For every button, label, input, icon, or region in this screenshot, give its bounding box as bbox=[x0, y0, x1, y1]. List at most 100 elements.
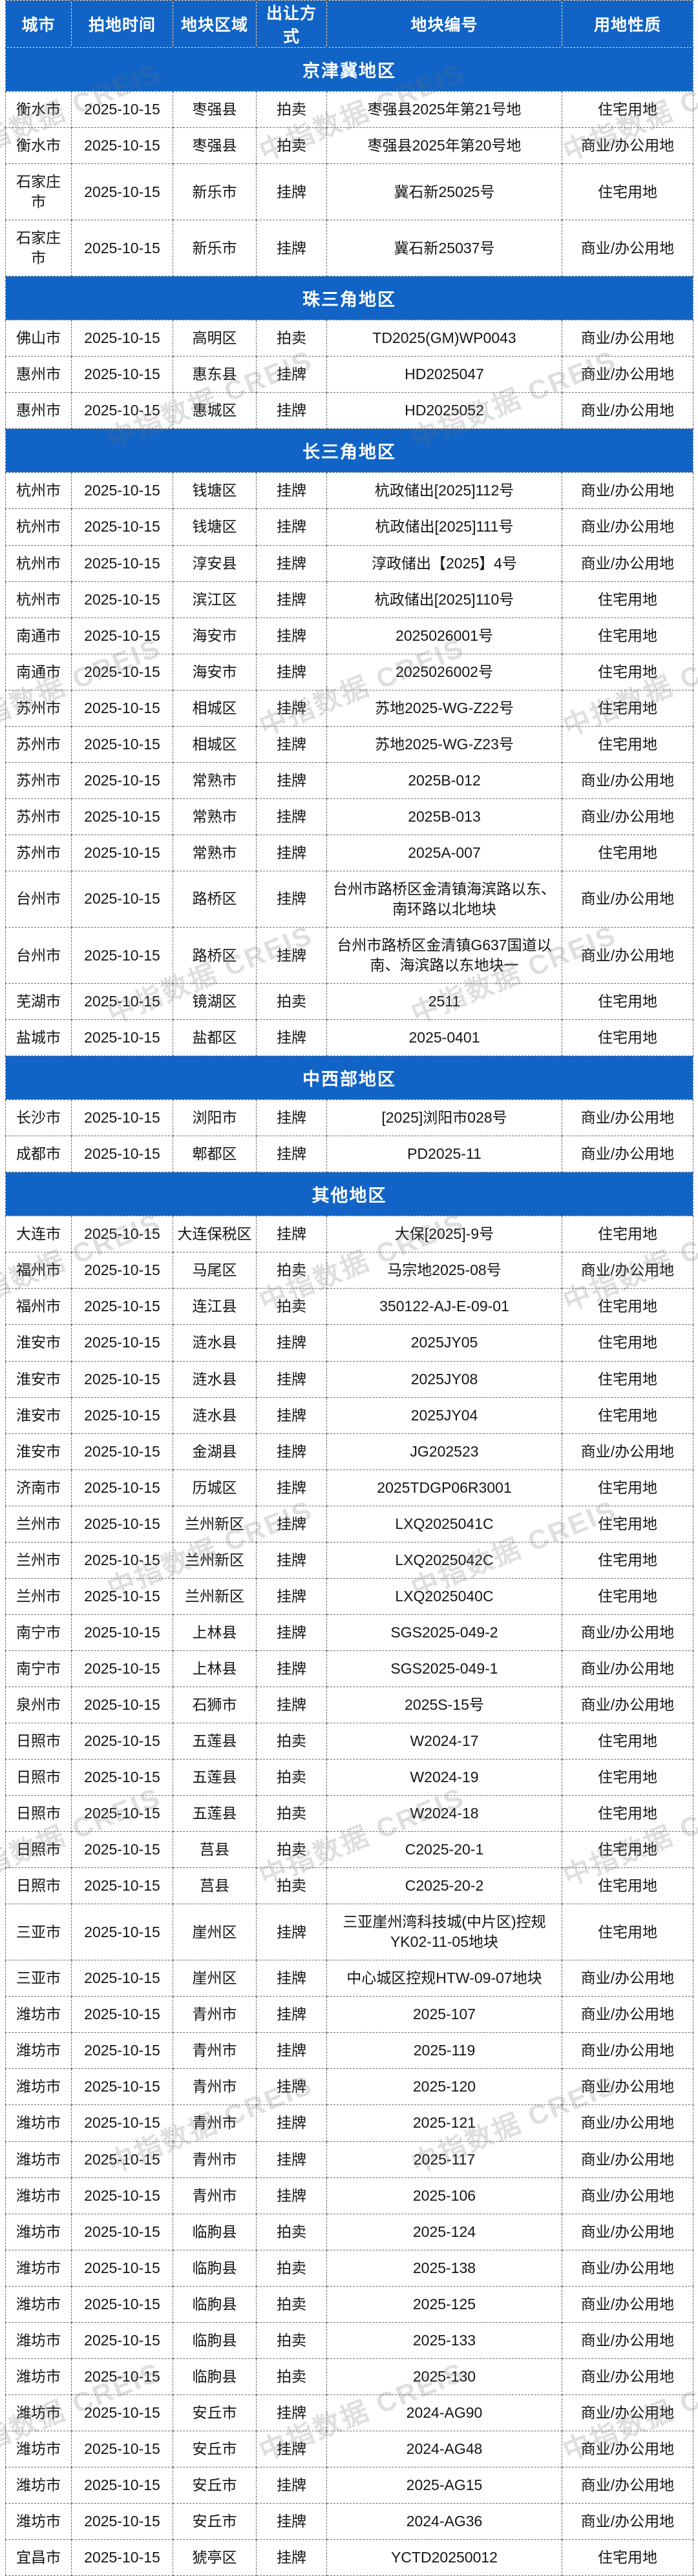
cell-city: 台州市 bbox=[5, 927, 72, 984]
cell-auction-date: 2025-10-15 bbox=[71, 127, 173, 165]
table-row: 南宁市 2025-10-15 上林县 挂牌 SGS2025-049-1 商业/办公用地 bbox=[5, 1650, 693, 1687]
cell-city: 潍坊市 bbox=[5, 2032, 72, 2070]
cell-district: 五莲县 bbox=[173, 1759, 257, 1796]
col-header-auction-date: 拍地时间 bbox=[71, 0, 173, 48]
cell-land-use: 商业/办公用地 bbox=[562, 356, 693, 393]
cell-parcel-number: 台州市路桥区金清镇海滨路以东、南环路以北地块 bbox=[326, 870, 562, 928]
cell-city: 芜湖市 bbox=[5, 983, 72, 1021]
cell-land-use: 住宅用地 bbox=[562, 1831, 693, 1869]
cell-auction-date: 2025-10-15 bbox=[71, 927, 173, 984]
cell-city: 日照市 bbox=[5, 1867, 72, 1905]
cell-auction-date: 2025-10-15 bbox=[71, 581, 173, 618]
cell-land-use: 商业/办公用地 bbox=[562, 2104, 693, 2142]
cell-auction-date: 2025-10-15 bbox=[71, 2213, 173, 2250]
cell-district: 历城区 bbox=[173, 1469, 257, 1506]
cell-city: 潍坊市 bbox=[5, 2430, 72, 2467]
cell-city: 日照市 bbox=[5, 1722, 72, 1760]
cell-parcel-number: 2025JY05 bbox=[326, 1324, 562, 1362]
cell-city: 潍坊市 bbox=[5, 2502, 72, 2540]
cell-district: 新乐市 bbox=[173, 220, 257, 277]
cell-auction-date: 2025-10-15 bbox=[71, 2502, 173, 2540]
cell-auction-date: 2025-10-15 bbox=[71, 762, 173, 799]
cell-auction-date: 2025-10-15 bbox=[71, 1252, 173, 1289]
cell-city: 南宁市 bbox=[5, 1650, 72, 1687]
cell-parcel-number: YCTD20250012 bbox=[326, 2539, 562, 2576]
cell-land-use: 商业/办公用地 bbox=[562, 1686, 693, 1723]
section-title: 长三角地区 bbox=[5, 428, 693, 473]
cell-district: 莒县 bbox=[173, 1831, 257, 1869]
cell-transfer-method: 挂牌 bbox=[256, 2141, 327, 2178]
cell-land-use: 商业/办公用地 bbox=[562, 1960, 693, 1997]
cell-district: 马尾区 bbox=[173, 1252, 257, 1289]
cell-district: 猇亭区 bbox=[173, 2539, 257, 2576]
table-row: 成都市 2025-10-15 郫都区 挂牌 PD2025-11 商业/办公用地 bbox=[5, 1136, 693, 1173]
cell-district: 路桥区 bbox=[173, 870, 257, 928]
cell-land-use: 商业/办公用地 bbox=[562, 1996, 693, 2033]
cell-parcel-number: LXQ2025040C bbox=[326, 1577, 562, 1615]
table-row: 日照市 2025-10-15 莒县 拍卖 C2025-20-1 住宅用地 bbox=[5, 1831, 693, 1869]
cell-district: 浏阳市 bbox=[173, 1099, 257, 1137]
cell-land-use: 住宅用地 bbox=[562, 163, 693, 221]
cell-parcel-number: 2025026001号 bbox=[326, 617, 562, 654]
cell-parcel-number: 2025-AG15 bbox=[326, 2466, 562, 2504]
cell-land-use: 商业/办公用地 bbox=[562, 1433, 693, 1470]
cell-parcel-number: 枣强县2025年第21号地 bbox=[326, 90, 562, 129]
cell-auction-date: 2025-10-15 bbox=[71, 2358, 173, 2395]
cell-city: 潍坊市 bbox=[5, 2068, 72, 2106]
cell-parcel-number: 2024-AG48 bbox=[326, 2430, 562, 2467]
cell-land-use: 住宅用地 bbox=[562, 1397, 693, 1434]
col-header-transfer-method: 出让方式 bbox=[256, 0, 327, 48]
table-row: 杭州市 2025-10-15 钱塘区 挂牌 杭政储出[2025]112号 商业/办公用地 bbox=[5, 472, 693, 510]
cell-district: 海安市 bbox=[173, 653, 257, 691]
cell-land-use: 商业/办公用地 bbox=[562, 2032, 693, 2070]
table-row: 淮安市 2025-10-15 涟水县 挂牌 2025JY05 住宅用地 bbox=[5, 1324, 693, 1362]
cell-land-use: 商业/办公用地 bbox=[562, 2177, 693, 2214]
cell-district: 相城区 bbox=[173, 725, 257, 763]
cell-transfer-method: 拍卖 bbox=[256, 1252, 327, 1289]
table-row: 苏州市 2025-10-15 相城区 挂牌 苏地2025-WG-Z23号 住宅用地 bbox=[5, 725, 693, 763]
table-row: 三亚市 2025-10-15 崖州区 挂牌 三亚崖州湾科技城(中片区)控规YK02-11… bbox=[5, 1904, 693, 1961]
cell-auction-date: 2025-10-15 bbox=[71, 983, 173, 1021]
cell-land-use: 商业/办公用地 bbox=[562, 927, 693, 984]
cell-auction-date: 2025-10-15 bbox=[71, 1577, 173, 1615]
cell-land-use: 住宅用地 bbox=[562, 725, 693, 763]
cell-city: 三亚市 bbox=[5, 1960, 72, 1997]
cell-city: 潍坊市 bbox=[5, 2213, 72, 2250]
cell-land-use: 商业/办公用地 bbox=[562, 2285, 693, 2323]
cell-city: 惠州市 bbox=[5, 392, 72, 430]
table-row: 济南市 2025-10-15 历城区 挂牌 2025TDGP06R3001 住宅用地 bbox=[5, 1469, 693, 1506]
cell-city: 福州市 bbox=[5, 1288, 72, 1325]
cell-land-use: 商业/办公用地 bbox=[562, 2502, 693, 2540]
cell-auction-date: 2025-10-15 bbox=[71, 1795, 173, 1833]
cell-transfer-method: 拍卖 bbox=[256, 127, 327, 165]
cell-land-use: 住宅用地 bbox=[562, 1759, 693, 1796]
cell-land-use: 住宅用地 bbox=[562, 1904, 693, 1961]
cell-parcel-number: W2024-19 bbox=[326, 1759, 562, 1796]
cell-district: 临朐县 bbox=[173, 2358, 257, 2395]
cell-transfer-method: 挂牌 bbox=[256, 1469, 327, 1506]
cell-land-use: 商业/办公用地 bbox=[562, 508, 693, 546]
table-row: 潍坊市 2025-10-15 安丘市 挂牌 2024-AG90 商业/办公用地 bbox=[5, 2394, 693, 2431]
cell-land-use: 商业/办公用地 bbox=[562, 392, 693, 430]
cell-transfer-method: 挂牌 bbox=[256, 617, 327, 654]
cell-transfer-method: 挂牌 bbox=[256, 392, 327, 430]
cell-city: 杭州市 bbox=[5, 472, 72, 510]
cell-transfer-method: 挂牌 bbox=[256, 798, 327, 835]
cell-city: 泉州市 bbox=[5, 1686, 72, 1723]
cell-district: 盐都区 bbox=[173, 1019, 257, 1057]
cell-city: 潍坊市 bbox=[5, 2104, 72, 2142]
cell-parcel-number: 2025-133 bbox=[326, 2322, 562, 2359]
cell-transfer-method: 挂牌 bbox=[256, 2466, 327, 2504]
cell-city: 宜昌市 bbox=[5, 2539, 72, 2576]
cell-transfer-method: 挂牌 bbox=[256, 220, 327, 277]
cell-parcel-number: TD2025(GM)WP0043 bbox=[326, 320, 562, 357]
col-header-land-use: 用地性质 bbox=[562, 0, 693, 48]
cell-parcel-number: 台州市路桥区金清镇G637国道以南、海滨路以东地块一 bbox=[326, 927, 562, 984]
cell-land-use: 商业/办公用地 bbox=[562, 2068, 693, 2106]
table-row: 佛山市 2025-10-15 高明区 拍卖 TD2025(GM)WP0043 商业/办公用… bbox=[5, 320, 693, 357]
cell-land-use: 住宅用地 bbox=[562, 1469, 693, 1506]
cell-city: 杭州市 bbox=[5, 581, 72, 618]
table-row: 兰州市 2025-10-15 兰州新区 挂牌 LXQ2025040C 住宅用地 bbox=[5, 1577, 693, 1615]
cell-parcel-number: 2025-0401 bbox=[326, 1019, 562, 1057]
